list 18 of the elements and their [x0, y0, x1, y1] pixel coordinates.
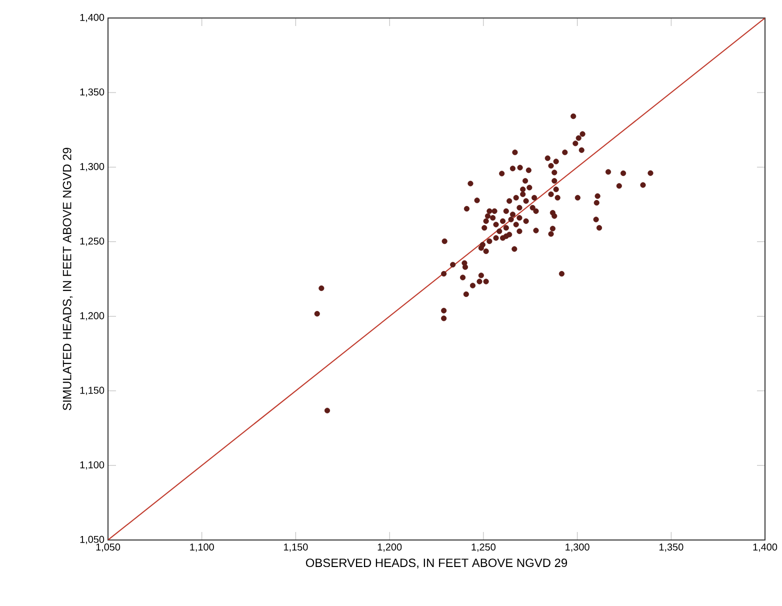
y-tick-label: 1,400	[80, 14, 104, 22]
x-tick-label: 1,350	[659, 544, 684, 552]
x-tick-label: 1,150	[284, 544, 308, 552]
y-axis-title: SIMULATED HEADS, IN FEET ABOVE NGVD 29	[62, 148, 73, 410]
y-tick-label: 1,200	[80, 312, 104, 320]
y-tick-label: 1,250	[80, 238, 104, 246]
x-tick-label: 1,100	[190, 544, 214, 552]
x-tick-label: 1,200	[378, 544, 402, 552]
y-tick-label: 1,050	[80, 536, 104, 544]
x-tick-label: 1,300	[566, 544, 590, 552]
y-tick-label: 1,350	[80, 88, 104, 97]
x-axis-title: OBSERVED HEADS, IN FEET ABOVE NGVD 29	[306, 558, 568, 568]
y-tick-label: 1,100	[80, 461, 104, 470]
y-tick-label: 1,300	[80, 163, 104, 172]
x-tick-label: 1,050	[96, 544, 120, 552]
x-tick-label: 1,400	[753, 544, 778, 552]
y-tick-label: 1,150	[80, 386, 104, 395]
x-tick-label: 1,250	[472, 544, 496, 552]
